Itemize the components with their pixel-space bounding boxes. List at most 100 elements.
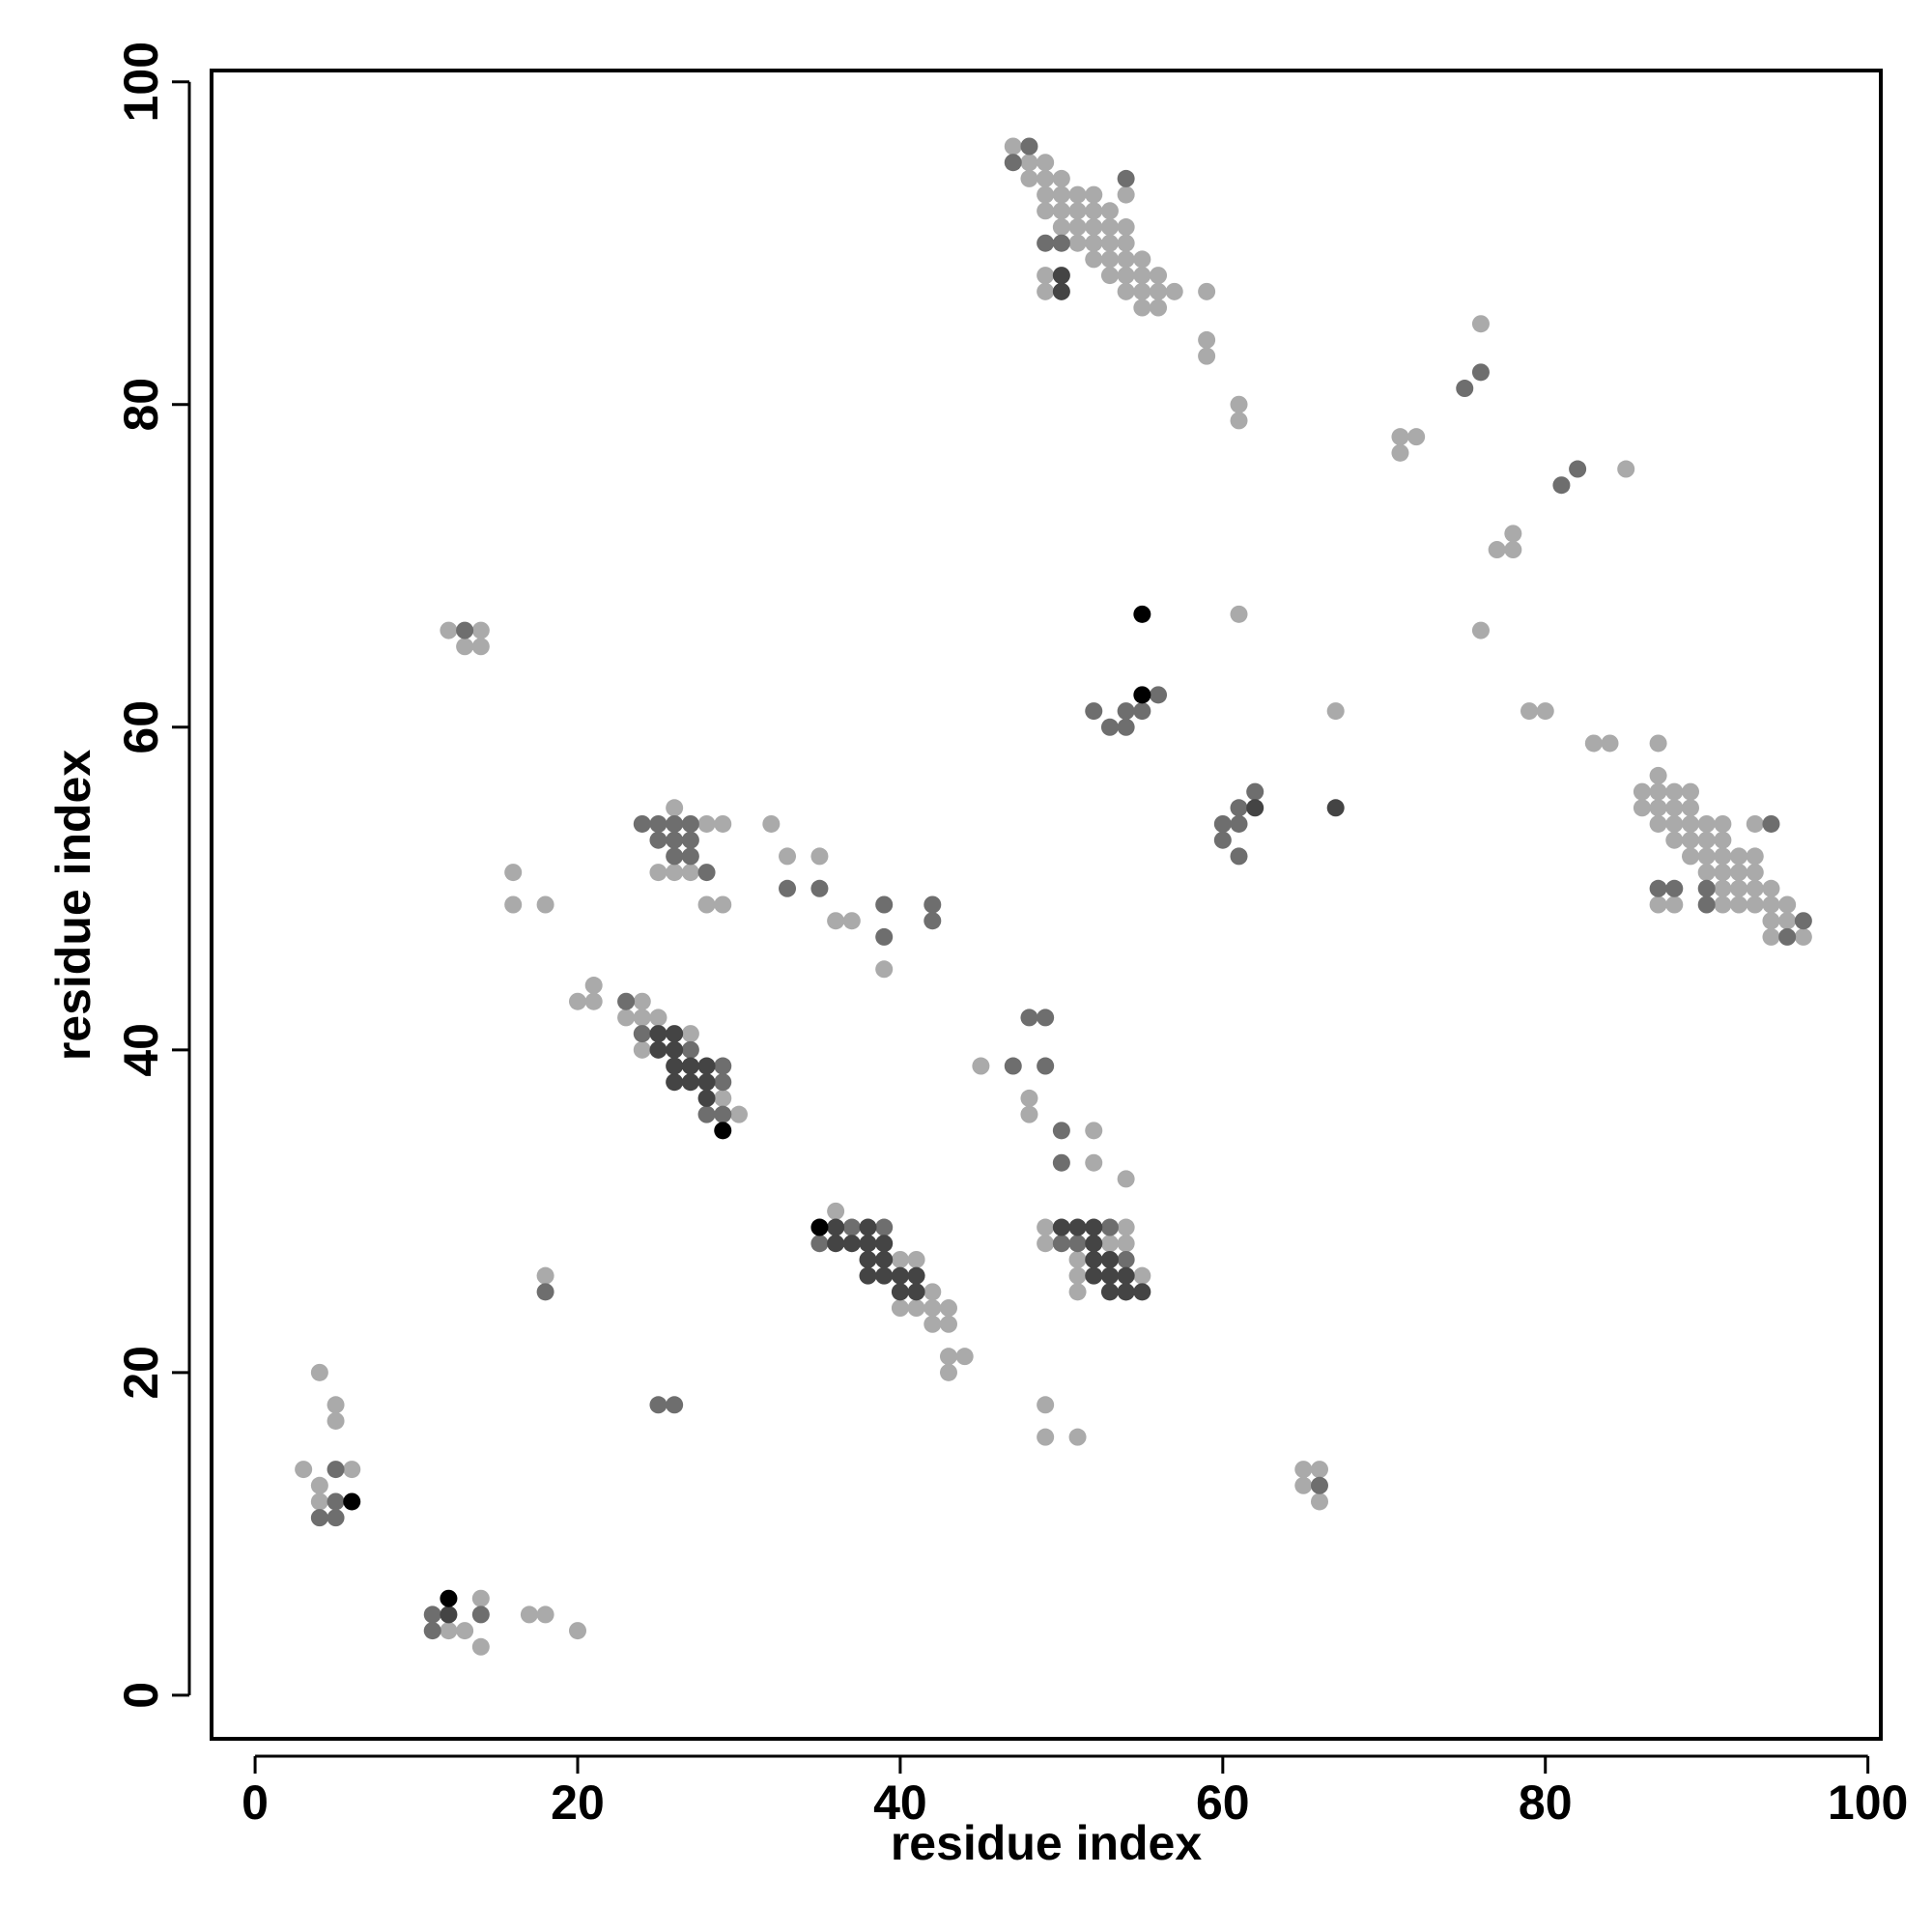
point — [1133, 267, 1151, 285]
point — [1746, 879, 1764, 897]
point — [1681, 847, 1699, 866]
point — [729, 1105, 748, 1123]
point — [1762, 814, 1780, 833]
point — [1536, 702, 1554, 721]
point — [649, 1009, 668, 1027]
x-tick-label: 20 — [551, 1776, 605, 1830]
point — [714, 1105, 732, 1123]
point — [343, 1461, 361, 1479]
point — [423, 1622, 441, 1640]
point — [1004, 137, 1022, 156]
point — [1052, 185, 1070, 204]
point — [666, 847, 684, 866]
point — [1230, 847, 1248, 866]
point — [681, 864, 699, 882]
point — [1391, 443, 1409, 462]
point — [666, 1025, 684, 1043]
point — [1100, 267, 1119, 285]
point — [923, 1283, 942, 1301]
point — [471, 621, 490, 639]
point — [939, 1348, 957, 1366]
point — [907, 1283, 925, 1301]
point — [697, 1057, 716, 1075]
point — [1037, 1428, 1055, 1446]
point — [1037, 1218, 1055, 1236]
point — [779, 879, 797, 897]
point — [1052, 282, 1070, 300]
x-axis-title: residue index — [891, 1816, 1203, 1870]
point — [923, 1299, 942, 1318]
point — [1085, 218, 1103, 237]
point — [1230, 605, 1248, 623]
point — [633, 814, 651, 833]
point — [697, 814, 716, 833]
point — [1037, 202, 1055, 220]
point — [633, 992, 651, 1010]
point — [875, 927, 894, 946]
point — [1117, 234, 1135, 252]
point — [762, 814, 781, 833]
point — [1471, 363, 1490, 382]
point — [1020, 154, 1038, 172]
point — [1730, 895, 1748, 914]
point — [1456, 380, 1474, 398]
point — [1117, 1283, 1135, 1301]
point — [1117, 1250, 1135, 1268]
point — [891, 1283, 909, 1301]
point — [666, 1040, 684, 1059]
point — [1569, 460, 1587, 478]
point — [666, 1073, 684, 1092]
point — [1762, 895, 1780, 914]
point — [1778, 895, 1797, 914]
point — [1068, 234, 1087, 252]
point — [666, 1396, 684, 1414]
point — [456, 1622, 474, 1640]
point — [907, 1266, 925, 1285]
point — [1020, 169, 1038, 187]
point — [779, 847, 797, 866]
point — [1697, 895, 1716, 914]
point — [1665, 831, 1684, 849]
point — [1068, 1250, 1087, 1268]
point — [1150, 298, 1168, 317]
point — [1681, 831, 1699, 849]
point — [681, 1025, 699, 1043]
point — [310, 1363, 328, 1381]
point — [649, 831, 668, 849]
point — [714, 895, 732, 914]
point — [1037, 282, 1055, 300]
point — [440, 1605, 458, 1624]
point — [1100, 1266, 1119, 1285]
point — [1520, 702, 1539, 721]
point — [1697, 864, 1716, 882]
point — [827, 1218, 845, 1236]
point — [923, 912, 942, 930]
point — [1714, 831, 1732, 849]
point — [1714, 864, 1732, 882]
point — [1004, 154, 1022, 172]
x-tick-label: 40 — [873, 1776, 927, 1830]
point — [327, 1509, 345, 1527]
point — [842, 1218, 861, 1236]
y-tick-label: 100 — [114, 42, 168, 122]
point — [859, 1218, 877, 1236]
point — [1730, 864, 1748, 882]
point — [1100, 1283, 1119, 1301]
point — [1085, 1153, 1103, 1172]
point — [1746, 814, 1764, 833]
point — [1068, 1283, 1087, 1301]
point — [1052, 234, 1070, 252]
point — [617, 1009, 636, 1027]
point — [666, 831, 684, 849]
point — [649, 1040, 668, 1059]
point — [1665, 879, 1684, 897]
point — [1665, 799, 1684, 817]
point — [1037, 1057, 1055, 1075]
point — [1068, 1235, 1087, 1253]
point — [1100, 1235, 1119, 1253]
point — [536, 895, 554, 914]
point — [1052, 202, 1070, 220]
point — [1150, 282, 1168, 300]
point — [1681, 782, 1699, 801]
point — [327, 1411, 345, 1430]
